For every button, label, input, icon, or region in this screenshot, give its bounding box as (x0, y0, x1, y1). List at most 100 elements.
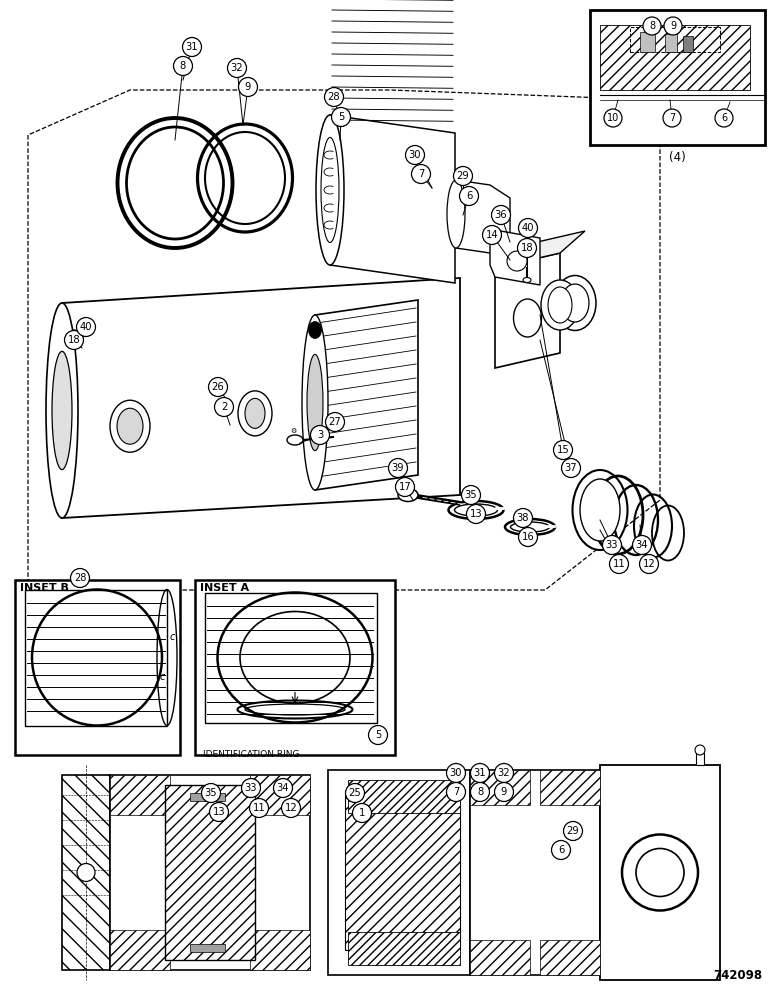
Bar (630, 27, 720, 52)
Text: 29: 29 (567, 826, 579, 836)
Circle shape (249, 798, 269, 818)
Polygon shape (495, 253, 560, 368)
Text: 9: 9 (245, 82, 251, 92)
Polygon shape (348, 780, 460, 813)
Polygon shape (600, 765, 720, 980)
Text: 30: 30 (450, 768, 462, 778)
Circle shape (324, 88, 344, 106)
Polygon shape (330, 115, 455, 283)
Circle shape (636, 848, 684, 896)
Circle shape (632, 536, 652, 554)
Circle shape (65, 330, 83, 350)
Bar (15, 580, 180, 755)
Circle shape (492, 206, 510, 225)
Text: 1: 1 (359, 808, 365, 818)
Text: 3: 3 (317, 430, 323, 440)
Text: 6: 6 (466, 191, 472, 201)
Polygon shape (62, 775, 110, 970)
Circle shape (405, 145, 425, 164)
Polygon shape (62, 278, 460, 518)
Text: 8: 8 (477, 787, 483, 797)
Circle shape (242, 778, 260, 798)
Ellipse shape (554, 275, 596, 330)
Circle shape (77, 863, 95, 882)
Ellipse shape (309, 322, 321, 338)
Polygon shape (110, 775, 310, 970)
Circle shape (664, 17, 682, 35)
Text: 6: 6 (558, 845, 564, 855)
Polygon shape (165, 785, 255, 960)
Text: 742098: 742098 (713, 969, 762, 982)
Polygon shape (110, 775, 170, 815)
Bar (665, 34, 677, 52)
Circle shape (517, 238, 537, 257)
Ellipse shape (548, 287, 572, 323)
Circle shape (70, 568, 90, 587)
Circle shape (610, 554, 628, 574)
Bar (190, 944, 225, 952)
Text: 6: 6 (721, 113, 727, 123)
Text: 7: 7 (669, 113, 676, 123)
Text: 35: 35 (465, 490, 477, 500)
Text: 7: 7 (418, 169, 424, 179)
Circle shape (368, 726, 388, 744)
Text: 9: 9 (670, 21, 676, 31)
Polygon shape (110, 930, 170, 970)
Circle shape (495, 764, 513, 782)
Text: 38: 38 (516, 513, 530, 523)
Circle shape (453, 166, 472, 186)
Text: 13: 13 (213, 807, 225, 817)
Ellipse shape (287, 435, 303, 445)
Ellipse shape (316, 115, 344, 265)
Text: 13: 13 (469, 509, 482, 519)
Polygon shape (495, 231, 585, 268)
Circle shape (564, 822, 583, 840)
Bar (195, 580, 395, 755)
Text: 35: 35 (205, 788, 217, 798)
Circle shape (446, 782, 466, 802)
Polygon shape (205, 592, 377, 722)
Ellipse shape (580, 479, 620, 541)
Circle shape (326, 412, 344, 432)
Text: 32: 32 (498, 768, 510, 778)
Text: ⚙: ⚙ (70, 329, 76, 335)
Circle shape (604, 109, 622, 127)
Circle shape (208, 377, 228, 396)
Circle shape (715, 109, 733, 127)
Text: 32: 32 (231, 63, 243, 73)
Text: 16: 16 (522, 532, 534, 542)
Ellipse shape (110, 400, 150, 452)
Text: 40: 40 (522, 223, 534, 233)
Polygon shape (490, 230, 540, 285)
Circle shape (282, 798, 300, 818)
Circle shape (602, 536, 621, 554)
Circle shape (466, 504, 486, 524)
Text: 33: 33 (245, 783, 257, 793)
Polygon shape (348, 932, 460, 965)
Circle shape (388, 458, 408, 478)
Circle shape (551, 840, 571, 859)
Text: 8: 8 (649, 21, 655, 31)
Text: 9: 9 (501, 787, 507, 797)
Text: 28: 28 (74, 573, 86, 583)
Circle shape (554, 440, 573, 460)
Text: 18: 18 (520, 243, 533, 253)
Polygon shape (470, 770, 600, 975)
Text: 18: 18 (68, 335, 80, 345)
Polygon shape (25, 589, 167, 726)
Text: 26: 26 (212, 382, 225, 392)
Text: IDENTIFICATION RING: IDENTIFICATION RING (203, 750, 300, 759)
Text: 27: 27 (329, 417, 341, 427)
Text: 15: 15 (557, 445, 570, 455)
Polygon shape (470, 770, 530, 805)
Text: (4): (4) (669, 150, 686, 163)
Text: 12: 12 (285, 803, 297, 813)
Circle shape (663, 109, 681, 127)
Bar (190, 793, 225, 801)
Circle shape (239, 78, 258, 97)
Ellipse shape (398, 488, 418, 502)
Text: 30: 30 (408, 150, 422, 160)
Text: 17: 17 (398, 482, 411, 492)
Polygon shape (600, 25, 750, 90)
Bar (640, 32, 655, 52)
